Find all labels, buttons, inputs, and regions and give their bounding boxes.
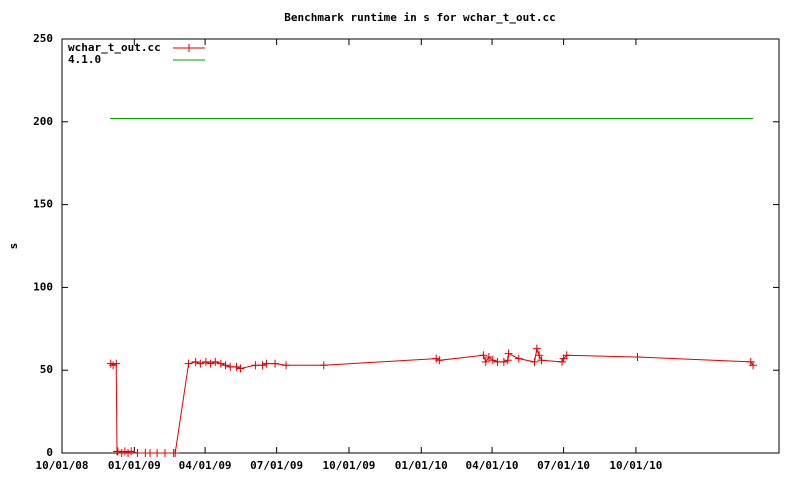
data-point (221, 361, 230, 370)
data-point (262, 359, 271, 368)
x-tick-label: 04/01/10 (466, 459, 519, 472)
chart-title: Benchmark runtime in s for wchar_t_out.c… (284, 11, 556, 24)
data-point (537, 356, 546, 365)
data-point (484, 352, 493, 361)
x-tick-label: 04/01/09 (179, 459, 232, 472)
y-axis-label: s (7, 243, 20, 250)
data-point (232, 362, 241, 371)
data-point (153, 449, 162, 457)
legend-label: 4.1.0 (68, 53, 101, 66)
legend-label: wchar_t_out.cc (68, 41, 161, 54)
data-point (514, 354, 523, 363)
plot-border (61, 38, 780, 454)
data-point (171, 449, 180, 457)
x-tick-label: 07/01/10 (537, 459, 590, 472)
x-tick-label: 07/01/09 (250, 459, 303, 472)
data-point (196, 359, 205, 368)
data-point (127, 447, 136, 456)
y-tick-label: 0 (46, 446, 53, 459)
y-tick-label: 100 (33, 280, 53, 293)
data-point (499, 357, 508, 366)
data-point (184, 359, 193, 368)
data-point (562, 351, 571, 360)
y-tick-label: 200 (33, 115, 53, 128)
data-point (271, 359, 280, 368)
data-point (435, 356, 444, 365)
x-tick-label: 01/01/10 (395, 459, 448, 472)
data-point (504, 349, 513, 358)
data-point (133, 449, 142, 457)
data-point (488, 356, 497, 365)
y-tick-label: 250 (33, 32, 53, 45)
data-point (633, 352, 642, 361)
x-tick-label: 10/01/09 (322, 459, 375, 472)
data-point (503, 356, 512, 365)
y-tick-label: 50 (40, 363, 53, 376)
data-point (258, 361, 267, 370)
data-point (558, 357, 567, 366)
data-point (160, 449, 169, 457)
data-point (201, 357, 210, 366)
data-point (282, 361, 291, 370)
data-point (481, 357, 490, 366)
data-point (749, 361, 758, 370)
data-point (216, 359, 225, 368)
data-point (113, 447, 122, 456)
data-point (236, 364, 245, 373)
y-tick-label: 150 (33, 198, 53, 211)
data-point (319, 361, 328, 370)
data-point (251, 361, 260, 370)
data-point (146, 449, 155, 457)
data-point (206, 359, 215, 368)
data-point (535, 351, 544, 360)
data-point (211, 357, 220, 366)
legend-marker (185, 44, 193, 52)
data-point (479, 351, 488, 360)
data-point (112, 359, 121, 368)
x-tick-label: 10/01/10 (609, 459, 662, 472)
x-tick-label: 10/01/08 (36, 459, 89, 472)
x-tick-label: 01/01/09 (108, 459, 161, 472)
data-point (191, 357, 200, 366)
data-point (530, 357, 539, 366)
data-line (110, 346, 754, 454)
data-point (532, 344, 541, 353)
